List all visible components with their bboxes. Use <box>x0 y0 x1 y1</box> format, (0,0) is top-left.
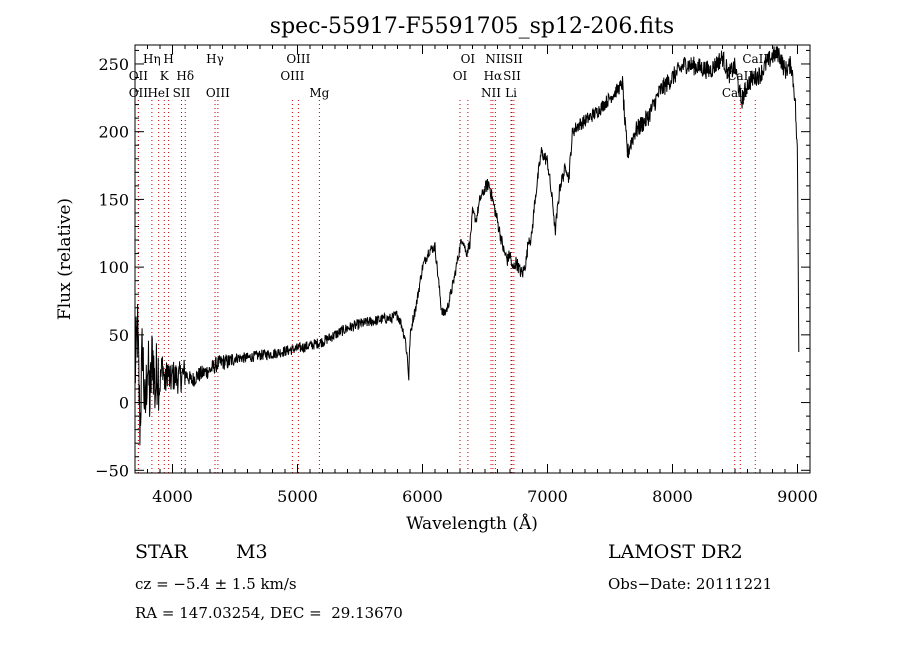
line-label: Hγ <box>206 52 224 66</box>
y-axis-label: Flux (relative) <box>55 198 75 320</box>
line-labels: OII OII Hη HeI KH SII Hδ Hγ OIII OIII OIII Mg OI OI NI… <box>129 52 769 100</box>
x-tick-label: 7000 <box>527 487 568 506</box>
line-label: CaII <box>742 52 768 66</box>
line-label: OI <box>461 52 476 66</box>
line-label: NII <box>485 52 505 66</box>
survey-name: LAMOST DR2 <box>608 541 743 563</box>
x-tick-label: 5000 <box>277 487 318 506</box>
line-label: OIII <box>280 69 304 83</box>
plot-frame <box>134 44 811 474</box>
line-label: NII <box>481 86 501 100</box>
line-label: OIII <box>286 52 310 66</box>
x-tick-label: 8000 <box>652 487 693 506</box>
line-label: H <box>163 52 173 66</box>
y-tick-label: 250 <box>98 55 129 74</box>
line-label: Mg <box>309 86 329 100</box>
line-label: SII <box>173 86 191 100</box>
y-tick-label: 200 <box>98 123 129 142</box>
line-label: Hα <box>484 69 503 83</box>
line-label: OI <box>453 69 468 83</box>
y-tick-label: 150 <box>98 190 129 209</box>
line-label: SII <box>503 69 521 83</box>
x-tick-label: 4000 <box>152 487 193 506</box>
spectrum-line <box>134 46 800 446</box>
y-tick-label: 100 <box>98 258 129 277</box>
line-label: OII <box>129 86 149 100</box>
object-class: STAR <box>135 541 188 563</box>
line-label: Li <box>505 86 517 100</box>
line-label: Hδ <box>176 69 194 83</box>
x-tick-label: 6000 <box>402 487 443 506</box>
y-tick-label: 0 <box>119 394 129 413</box>
coordinates: RA = 147.03254, DEC = 29.13670 <box>135 604 403 622</box>
line-label: SII <box>505 52 523 66</box>
line-label: Hη <box>143 52 161 66</box>
line-label: OIII <box>206 86 230 100</box>
line-markers <box>137 100 756 473</box>
line-label: HeI <box>147 86 170 100</box>
obs-date: Obs−Date: 20111221 <box>608 575 773 593</box>
x-axis: 4000 5000 6000 7000 8000 9000 <box>134 45 818 506</box>
line-label: K <box>160 69 170 83</box>
line-label: OII <box>129 69 149 83</box>
redshift-readout: cz = −5.4 ± 1.5 km/s <box>135 575 297 593</box>
y-tick-label: 50 <box>109 326 129 345</box>
y-axis: −50 0 50 100 150 200 250 <box>95 49 810 480</box>
chart-title: spec-55917-F5591705_sp12-206.fits <box>270 14 674 39</box>
y-tick-label: −50 <box>95 461 129 480</box>
subclass: M3 <box>236 541 268 563</box>
x-axis-label: Wavelength (Å) <box>406 513 538 534</box>
line-label: CaII <box>722 86 748 100</box>
x-tick-label: 9000 <box>777 487 818 506</box>
